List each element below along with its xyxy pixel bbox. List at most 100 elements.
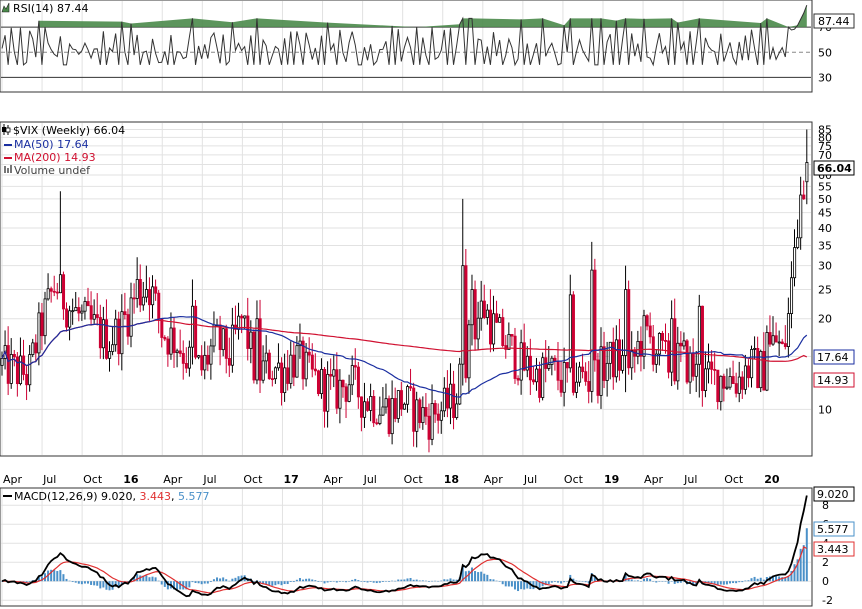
candle-body: [111, 344, 115, 352]
candle-body: [71, 310, 75, 313]
candle-body: [359, 396, 363, 418]
macd-hist-bar: [71, 581, 74, 583]
macd-hist-bar: [716, 581, 719, 586]
macd-hist-bar: [707, 581, 710, 584]
candle-body: [697, 305, 701, 365]
candle-body: [593, 269, 597, 361]
candle-body: [461, 265, 465, 365]
macd-hist-bar: [464, 571, 467, 582]
macd-hist-bar: [553, 581, 556, 582]
macd-hist-bar: [483, 573, 486, 582]
macd-hist-bar: [96, 581, 99, 586]
macd-hist-bar: [234, 577, 237, 582]
candle-body: [639, 340, 643, 357]
price-tick-label: 85: [818, 123, 832, 136]
candle-body: [350, 365, 354, 386]
macd-hist-bar: [206, 581, 209, 584]
ma50-legend: MA(50) 17.64: [14, 138, 89, 151]
candle-body: [436, 413, 440, 421]
macd-hist-bar: [139, 575, 142, 582]
candle-body: [685, 340, 689, 383]
price-tick-label: 40: [818, 222, 832, 235]
candle-body: [568, 294, 572, 369]
candle-body: [326, 373, 330, 412]
price-tick-label: 20: [818, 313, 832, 326]
macd-hist-bar: [262, 581, 265, 585]
macd-hist-bar: [421, 580, 424, 582]
macd-hist-bar: [200, 581, 203, 585]
macd-hist-bar: [93, 581, 96, 586]
candle-body: [154, 286, 158, 294]
candle-body: [338, 379, 342, 409]
candle-body: [375, 422, 379, 425]
candle-body: [270, 378, 274, 381]
candle-body: [307, 351, 311, 356]
candle-body: [492, 313, 496, 345]
candle-body: [532, 379, 536, 383]
candle-body: [46, 288, 50, 300]
candle-body: [661, 333, 665, 341]
rsi-value-badge: [813, 13, 855, 29]
macd-hist-bar: [431, 580, 434, 582]
macd-hist-bar: [409, 577, 412, 582]
candle-body: [621, 355, 625, 371]
candle-body: [402, 403, 406, 410]
macd-hist-bar: [692, 581, 695, 585]
macd-hist-bar: [136, 574, 139, 582]
candle-body: [667, 340, 671, 373]
macd-hist-bar: [738, 581, 741, 583]
candle-body: [455, 403, 459, 419]
macd-hist-bar: [283, 581, 286, 585]
candle-body: [9, 354, 13, 384]
candle-body: [313, 368, 317, 372]
macd-hist-bar: [185, 581, 188, 590]
candle-body: [599, 346, 603, 396]
candle-body: [611, 341, 615, 378]
candle-body: [522, 342, 526, 371]
candle-body: [172, 327, 176, 353]
macd-hist-bar: [649, 578, 652, 582]
macd-hist-bar: [624, 575, 627, 582]
macd-hist-bar: [799, 548, 802, 582]
macd-hist-bar: [176, 581, 179, 590]
candle-body: [513, 335, 517, 379]
time-tick-label: Jul: [683, 473, 697, 486]
macd-hist-bar: [326, 581, 329, 583]
candle-body: [700, 305, 704, 391]
area-chart-icon: [1, 2, 10, 13]
candle-body: [43, 298, 47, 337]
candle-body: [713, 369, 717, 371]
macd-tick-label: -2: [822, 594, 833, 607]
candle-body: [485, 309, 489, 318]
macd-hist-bar: [412, 579, 415, 582]
macd-line: [1, 495, 808, 598]
volume-icon: [4, 165, 12, 173]
rsi-layer: [1, 5, 808, 67]
macd-hist-bar: [212, 579, 215, 582]
macd-layer: [1, 495, 808, 598]
macd-hist-bar: [252, 581, 255, 583]
candle-body: [707, 361, 711, 370]
macd-hist-bar: [560, 581, 563, 584]
candle-body: [584, 371, 588, 382]
candle-body: [657, 333, 661, 355]
macd-hist-bar: [397, 579, 400, 582]
candle-body: [49, 288, 53, 292]
time-tick-label: Apr: [644, 473, 664, 486]
candle-body: [19, 355, 23, 385]
macd-hist-bar: [222, 577, 225, 582]
macd-hist-bar: [532, 581, 535, 590]
macd-hist-bar: [550, 581, 553, 583]
candle-body: [15, 356, 19, 385]
candle-body: [148, 289, 152, 306]
macd-title-value: 9.020: [101, 490, 133, 503]
candle-body: [240, 315, 244, 319]
time-tick-label: Apr: [3, 473, 23, 486]
macd-hist-bar: [302, 579, 305, 582]
candle-body: [209, 345, 213, 365]
macd-hist-bar: [120, 581, 123, 585]
macd-hist-bar: [31, 580, 34, 582]
macd-hist-bar: [710, 581, 713, 584]
candle-body: [323, 368, 327, 412]
